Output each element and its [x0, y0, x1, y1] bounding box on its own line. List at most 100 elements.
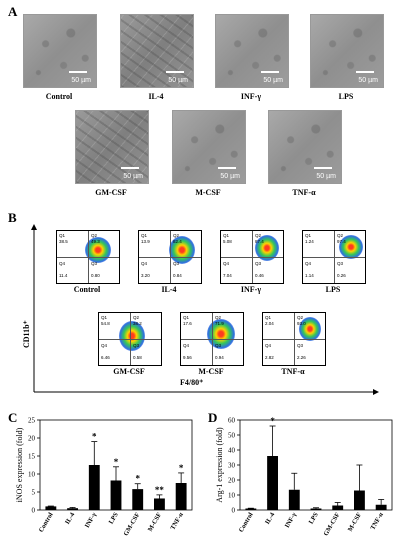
category-label: GM-CSF	[123, 511, 142, 537]
y-tick-label: 5	[32, 489, 36, 497]
category-label: IL-4	[264, 511, 277, 526]
flow-plot: Q1 13.9 Q2 82.4 Q4 3.20 Q3 0.84	[138, 230, 202, 284]
quadrant-q4-label: Q4	[265, 343, 272, 348]
quadrant-q3-label: Q3	[255, 261, 262, 266]
flow-x-axis-label: F4/80⁺	[180, 378, 204, 387]
category-label: IL-4	[64, 511, 77, 526]
bar	[354, 490, 365, 510]
quadrant-q1-label: Q1	[265, 315, 272, 320]
micrograph-label: M-CSF	[195, 188, 221, 197]
quadrant-q2-label: Q2	[337, 233, 344, 238]
quadrant-q4-label: Q4	[101, 343, 108, 348]
quadrant-q1-value: 5.08	[223, 239, 232, 244]
quadrant-q2-value: 82.4	[173, 239, 182, 244]
significance-marker: *	[92, 432, 97, 442]
quadrant-q2-value: 93.0	[297, 321, 306, 326]
quadrant-q1-value: 38.5	[59, 239, 68, 244]
category-label: Control	[238, 511, 255, 533]
micrograph-label: GM-CSF	[95, 188, 127, 197]
bar	[67, 508, 78, 510]
micrograph-gmcsf: 50 µm	[75, 110, 149, 184]
micrograph-infg: 50 µm	[215, 14, 289, 88]
quadrant-q3-label: Q3	[215, 343, 222, 348]
y-axis-label: iNOS expression (fold)	[15, 427, 24, 502]
quadrant-q3-value: 0.26	[337, 273, 346, 278]
quadrant-q1-label: Q1	[223, 233, 230, 238]
quadrant-q3-value: 0.84	[173, 273, 182, 278]
category-label: TNF-α	[369, 511, 385, 531]
significance-marker: *	[270, 416, 275, 426]
micrograph-mcsf: 50 µm	[172, 110, 246, 184]
micrograph-label: LPS	[338, 92, 354, 101]
flow-plot-label: TNF-α	[281, 367, 305, 376]
quadrant-q4-value: 2.82	[265, 355, 274, 360]
quadrant-q2-label: Q2	[297, 315, 304, 320]
flow-plot-label: IL-4	[161, 285, 177, 294]
panel-letter-c: C	[8, 410, 18, 425]
quadrant-q4-value: 7.04	[223, 273, 232, 278]
bar	[132, 489, 144, 510]
y-tick-label: 0	[232, 507, 236, 515]
quadrant-q4-label: Q4	[305, 261, 312, 266]
quadrant-q4-value: 3.20	[141, 273, 150, 278]
quadrant-q1-value: 1.24	[305, 239, 314, 244]
quadrant-q3-value: 0.80	[91, 273, 100, 278]
quadrant-q2-label: Q2	[215, 315, 222, 320]
quadrant-q1-label: Q1	[59, 233, 66, 238]
category-label: M-CSF	[347, 511, 363, 532]
plot-frame	[239, 419, 393, 511]
quadrant-q4-label: Q4	[141, 261, 148, 266]
y-tick-label: 10	[28, 471, 36, 479]
flow-plot: Q1 1.24 Q2 97.4 Q4 1.14 Q3 0.26	[302, 230, 366, 284]
y-tick-label: 0	[32, 507, 36, 515]
significance-marker: **	[155, 485, 165, 495]
flow-axes-arrows	[31, 224, 379, 395]
category-label: INF-γ	[284, 512, 298, 530]
quadrant-q2-label: Q2	[255, 233, 262, 238]
bar	[45, 506, 57, 510]
micrograph-il4: 50 µm	[120, 14, 194, 88]
flow-plot: Q1 2.04 Q2 93.0 Q4 2.82 Q3 2.26	[262, 312, 326, 366]
category-label: TNF-α	[169, 511, 185, 531]
micrograph-label: INF-γ	[240, 92, 262, 101]
bar	[310, 508, 322, 510]
quadrant-q1-label: Q1	[101, 315, 108, 320]
flow-plot: Q1 17.6 Q2 71.9 Q4 9.56 Q3 0.94	[180, 312, 244, 366]
quadrant-q2-label: Q2	[173, 233, 180, 238]
quadrant-q3-label: Q3	[173, 261, 180, 266]
quadrant-q2-label: Q2	[91, 233, 98, 238]
category-label: LPS	[108, 511, 120, 525]
y-tick-label: 25	[28, 417, 36, 425]
flow-plot-label: LPS	[325, 285, 341, 294]
significance-marker: *	[135, 474, 140, 484]
micrograph-label: Control	[45, 92, 73, 101]
micrograph-label: TNF-α	[292, 188, 316, 197]
flow-plot: Q1 54.8 Q2 38.2 Q4 6.46 Q3 0.58	[98, 312, 162, 366]
bar	[175, 483, 187, 510]
bar	[288, 489, 300, 510]
category-label: M-CSF	[147, 511, 163, 532]
quadrant-q4-label: Q4	[223, 261, 230, 266]
quadrant-q1-label: Q1	[183, 315, 190, 320]
quadrant-q2-value: 38.2	[133, 321, 142, 326]
flow-plot-label: GM-CSF	[113, 367, 145, 376]
quadrant-q1-value: 17.6	[183, 321, 192, 326]
micrograph-lps: 50 µm	[310, 14, 384, 88]
y-tick-label: 50	[228, 432, 236, 440]
y-tick-label: 10	[228, 492, 236, 500]
bar	[332, 505, 344, 510]
significance-marker: *	[179, 463, 184, 473]
panel-letter-b: B	[8, 210, 17, 225]
bar	[267, 456, 278, 510]
quadrant-q4-value: 6.46	[101, 355, 110, 360]
y-tick-label: 40	[228, 447, 236, 455]
quadrant-q4-label: Q4	[183, 343, 190, 348]
flow-plot: Q1 5.08 Q2 87.4 Q4 7.04 Q3 0.46	[220, 230, 284, 284]
y-axis-label: Arg-1 expression (fold)	[215, 427, 224, 503]
quadrant-q3-label: Q3	[337, 261, 344, 266]
category-label: Control	[38, 511, 55, 533]
quadrant-q3-label: Q3	[297, 343, 304, 348]
flow-y-axis-label: CD11b⁺	[22, 320, 31, 348]
quadrant-q4-value: 11.4	[59, 273, 68, 278]
quadrant-q2-value: 49.3	[91, 239, 100, 244]
